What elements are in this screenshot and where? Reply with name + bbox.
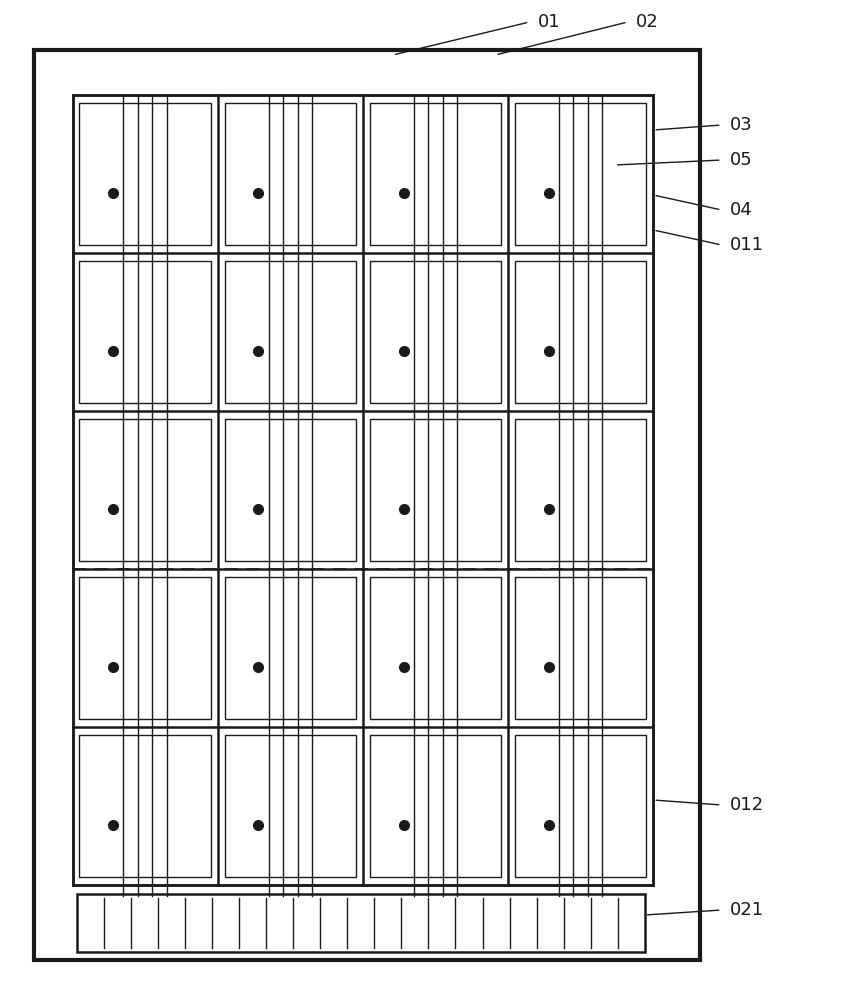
Text: 04: 04: [729, 201, 752, 219]
Bar: [369, 103, 501, 245]
Bar: [369, 577, 501, 719]
Bar: [73, 95, 653, 885]
Bar: [77, 894, 644, 952]
Bar: [514, 261, 646, 403]
Bar: [514, 735, 646, 877]
Bar: [224, 419, 356, 561]
Text: 02: 02: [635, 13, 659, 31]
Bar: [224, 103, 356, 245]
Text: 012: 012: [729, 796, 763, 814]
Bar: [369, 261, 501, 403]
Bar: [79, 577, 211, 719]
Bar: [369, 419, 501, 561]
Bar: [79, 103, 211, 245]
Bar: [514, 419, 646, 561]
Bar: [514, 103, 646, 245]
Bar: [369, 735, 501, 877]
Bar: [34, 50, 699, 960]
Bar: [514, 577, 646, 719]
Bar: [224, 261, 356, 403]
Text: 03: 03: [729, 116, 752, 134]
Bar: [79, 261, 211, 403]
Text: 011: 011: [729, 236, 763, 254]
Text: 01: 01: [537, 13, 560, 31]
Text: 05: 05: [729, 151, 752, 169]
Bar: [224, 577, 356, 719]
Bar: [79, 419, 211, 561]
Text: 021: 021: [729, 901, 763, 919]
Bar: [224, 735, 356, 877]
Bar: [79, 735, 211, 877]
